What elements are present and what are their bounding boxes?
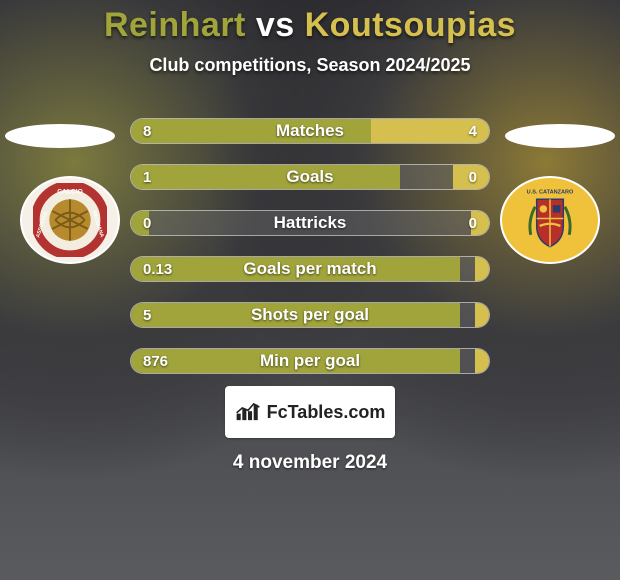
bar-value-left: 5 xyxy=(143,303,151,327)
bar-label: Min per goal xyxy=(131,349,489,373)
club-badge-left-svg: CALCIO ASSOCIAZ. REGGIANA xyxy=(33,183,107,257)
club-badge-right: U.S. CATANZARO xyxy=(500,176,600,264)
bar-label: Goals xyxy=(131,165,489,189)
ellipse-left xyxy=(5,124,115,148)
bar-value-right: 0 xyxy=(469,165,477,189)
club-badge-right-svg: U.S. CATANZARO xyxy=(513,183,587,257)
bar-value-left: 876 xyxy=(143,349,168,373)
date-text: 4 november 2024 xyxy=(0,452,620,474)
bar-value-left: 8 xyxy=(143,119,151,143)
bar-row: Goals1 0 xyxy=(130,164,490,190)
player-right-name: Koutsoupias xyxy=(305,6,516,44)
svg-text:CALCIO: CALCIO xyxy=(57,188,83,195)
club-badge-left: CALCIO ASSOCIAZ. REGGIANA xyxy=(20,176,120,264)
subtitle: Club competitions, Season 2024/2025 xyxy=(0,55,620,76)
brand-text: FcTables.com xyxy=(267,402,386,423)
bar-label: Hattricks xyxy=(131,211,489,235)
bar-value-left: 1 xyxy=(143,165,151,189)
bar-value-right: 0 xyxy=(469,211,477,235)
bar-row: Matches8 4 xyxy=(130,118,490,144)
content: Reinhart vs Koutsoupias Club competition… xyxy=(0,0,620,474)
bar-label: Matches xyxy=(131,119,489,143)
brand-bars-icon xyxy=(235,402,261,422)
vs-text: vs xyxy=(256,6,295,44)
bar-row: Goals per match0.13 xyxy=(130,256,490,282)
page-title: Reinhart vs Koutsoupias xyxy=(0,6,620,45)
bar-label: Shots per goal xyxy=(131,303,489,327)
bar-value-right: 4 xyxy=(469,119,477,143)
bar-row: Min per goal876 xyxy=(130,348,490,374)
bar-row: Hattricks0 0 xyxy=(130,210,490,236)
svg-text:U.S. CATANZARO: U.S. CATANZARO xyxy=(527,189,574,195)
bar-value-left: 0 xyxy=(143,211,151,235)
comparison-bars: Matches84Goals10Hattricks00Goals per mat… xyxy=(130,118,490,374)
ellipse-right xyxy=(505,124,615,148)
bar-label: Goals per match xyxy=(131,257,489,281)
player-left-name: Reinhart xyxy=(104,6,246,44)
brand-box[interactable]: FcTables.com xyxy=(225,386,395,438)
bar-row: Shots per goal5 xyxy=(130,302,490,328)
bar-value-left: 0.13 xyxy=(143,257,172,281)
